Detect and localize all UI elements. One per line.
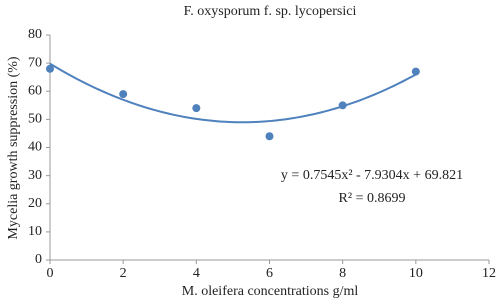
y-tick-label: 50 bbox=[28, 112, 42, 127]
x-tick-label: 2 bbox=[120, 266, 127, 281]
x-tick-label: 10 bbox=[409, 266, 423, 281]
x-tick-label: 4 bbox=[193, 266, 200, 281]
x-tick-label: 12 bbox=[482, 266, 496, 281]
data-point bbox=[192, 104, 201, 113]
trendline-equation: y = 0.7545x² - 7.9304x + 69.821 bbox=[281, 168, 463, 183]
y-tick-label: 40 bbox=[28, 140, 42, 155]
y-tick-label: 80 bbox=[28, 27, 42, 42]
trendline bbox=[49, 62, 417, 124]
data-point bbox=[265, 132, 274, 141]
x-tick-label: 6 bbox=[266, 266, 273, 281]
x-tick-label: 8 bbox=[339, 266, 346, 281]
y-tick-label: 0 bbox=[35, 252, 42, 267]
data-point bbox=[46, 64, 54, 73]
data-point bbox=[119, 90, 128, 99]
y-tick-label: 70 bbox=[28, 55, 42, 70]
y-tick-label: 30 bbox=[28, 168, 42, 183]
y-tick-label: 60 bbox=[28, 83, 42, 98]
data-point bbox=[411, 67, 420, 76]
y-tick-label: 20 bbox=[28, 196, 42, 211]
x-axis-label: M. oleifera concentrations g/ml bbox=[182, 284, 359, 299]
y-axis-label: Mycelia growth suppression (%) bbox=[6, 56, 21, 239]
y-tick-label: 10 bbox=[28, 224, 42, 239]
chart-title: F. oxysporum f. sp. lycopersici bbox=[184, 4, 357, 19]
data-point bbox=[338, 101, 347, 110]
trendline-r-squared: R² = 0.8699 bbox=[339, 191, 406, 206]
x-tick-label: 0 bbox=[47, 266, 54, 281]
